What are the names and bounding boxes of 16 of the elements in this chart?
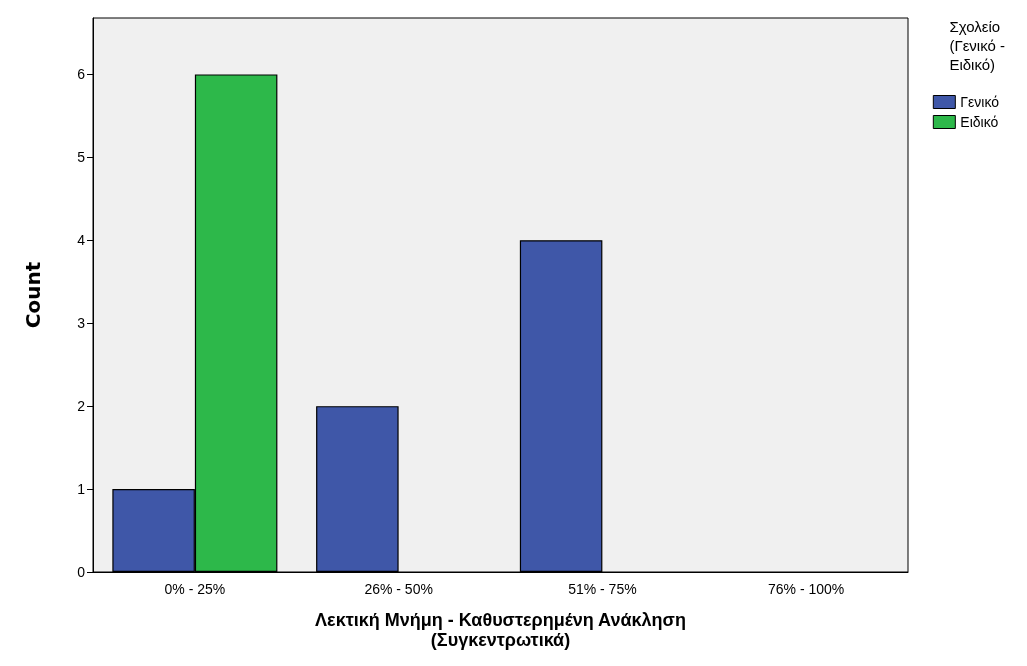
y-tick-label: 0 <box>77 564 86 580</box>
y-axis-title: Count <box>21 261 45 329</box>
y-tick-label: 6 <box>77 66 86 83</box>
y-tick-label: 5 <box>77 149 86 166</box>
x-tick-label: 0% - 25% <box>164 581 226 597</box>
y-tick-label: 2 <box>77 398 86 415</box>
y-tick-label: 3 <box>77 315 86 332</box>
y-tick-label: 4 <box>77 232 86 249</box>
y-tick-label: 1 <box>77 481 86 498</box>
legend-label: Γενικό <box>960 94 1000 110</box>
legend-title: Σχολείο (Γενικό - Ειδικό) <box>949 18 1006 73</box>
x-tick-label: 51% - 75% <box>568 581 637 597</box>
x-axis-title: Λεκτική Μνήμη - Καθυστερημένη Ανάκληση (Συγκεντρωτικά) <box>315 610 686 650</box>
x-tick-label: 76% - 100% <box>767 581 845 597</box>
x-tick-label: 26% - 50% <box>364 581 433 597</box>
legend-label: Ειδικό <box>960 114 999 130</box>
